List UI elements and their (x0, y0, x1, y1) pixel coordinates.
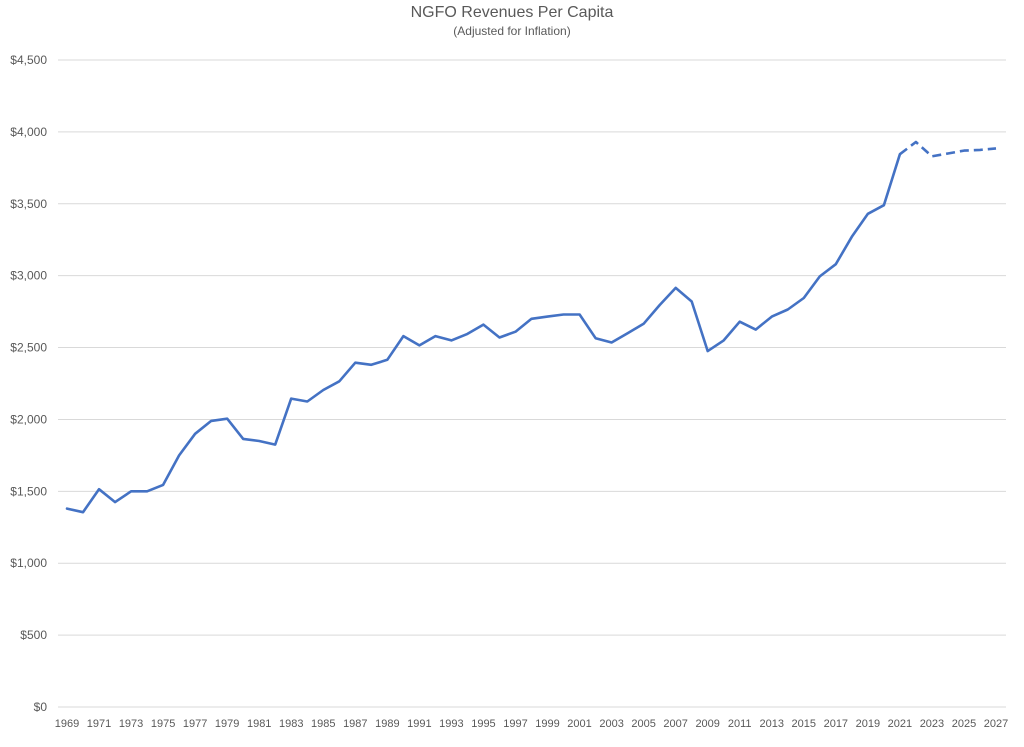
y-tick-label: $500 (20, 628, 47, 642)
x-tick-label: 1983 (279, 718, 303, 730)
y-tick-label: $2,000 (10, 412, 47, 426)
x-tick-label: 2019 (856, 718, 880, 730)
x-tick-label: 1971 (87, 718, 111, 730)
x-tick-label: 1997 (503, 718, 527, 730)
x-tick-label: 1979 (215, 718, 239, 730)
y-tick-label: $1,500 (10, 484, 47, 498)
x-tick-label: 2001 (567, 718, 591, 730)
y-tick-label: $2,500 (10, 341, 47, 355)
x-tick-label: 1991 (407, 718, 431, 730)
x-tick-label: 2025 (952, 718, 976, 730)
x-tick-label: 1989 (375, 718, 399, 730)
x-tick-label: 1977 (183, 718, 207, 730)
x-tick-label: 2027 (984, 718, 1008, 730)
x-tick-label: 1999 (535, 718, 559, 730)
x-tick-label: 1969 (55, 718, 79, 730)
y-tick-label: $3,500 (10, 197, 47, 211)
series-line-actual (65, 152, 902, 514)
x-tick-label: 2007 (663, 718, 687, 730)
x-tick-label: 2011 (728, 718, 752, 730)
x-tick-label: 1973 (119, 718, 143, 730)
chart-subtitle: (Adjusted for Inflation) (453, 24, 571, 38)
x-tick-label: 2005 (631, 718, 655, 730)
x-tick-label: 2017 (824, 718, 848, 730)
x-tick-label: 2003 (599, 718, 623, 730)
x-axis-ticks: 1969 1971 1973 1975 1977 1979 1981 1983 1985 1987… (55, 718, 1008, 730)
y-tick-label: $1,000 (10, 556, 47, 570)
series-line-forecast (899, 140, 997, 158)
y-tick-label: $4,000 (10, 125, 47, 139)
chart-title: NGFO Revenues Per Capita (410, 4, 614, 21)
x-tick-label: 2009 (695, 718, 719, 730)
y-tick-label: $0 (34, 700, 48, 714)
gridlines (58, 59, 1006, 708)
x-tick-label: 1987 (343, 718, 367, 730)
series-lines (65, 140, 997, 514)
x-tick-label: 2023 (920, 718, 944, 730)
x-tick-label: 1985 (311, 718, 335, 730)
x-tick-label: 2015 (792, 718, 816, 730)
x-tick-label: 2013 (760, 718, 784, 730)
y-tick-label: $3,000 (10, 269, 47, 283)
x-tick-label: 1981 (247, 718, 271, 730)
y-tick-label: $4,500 (10, 53, 47, 67)
x-tick-label: 1993 (439, 718, 463, 730)
y-axis-ticks: $0 $500 $1,000 $1,500 $2,000 $2,500 $3,000 $3,5… (10, 53, 47, 714)
x-tick-label: 1995 (471, 718, 495, 730)
x-tick-label: 1975 (151, 718, 175, 730)
x-tick-label: 2021 (888, 718, 912, 730)
